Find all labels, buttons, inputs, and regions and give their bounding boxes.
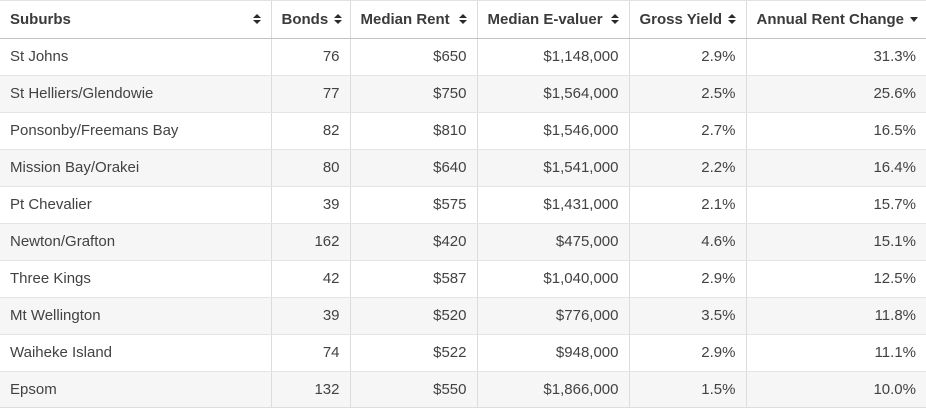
cell-gross-yield: 3.5% [628,297,746,335]
table-row: Ponsonby/Freemans Bay 82 $810 $1,546,000 2.7… [0,112,926,150]
table-row: Three Kings 42 $587 $1,040,000 2.9% 12.5% [0,260,926,298]
cell-median-e-valuer: $1,546,000 [476,112,629,150]
header-row: Suburbs Bonds Median Rent [0,1,926,39]
table-body: St Johns 76 $650 $1,148,000 2.9% 31.3% St Hell… [0,38,926,407]
cell-annual-rent-change: 11.8% [745,297,926,335]
cell-median-rent: $640 [349,149,477,187]
table-row: Pt Chevalier 39 $575 $1,431,000 2.1% 15.7% [0,186,926,224]
cell-median-rent: $522 [349,334,477,372]
column-header-label: Median E-valuer [487,10,603,28]
cell-median-rent: $420 [349,223,477,261]
column-header-label: Annual Rent Change [756,10,905,28]
cell-gross-yield: 2.9% [628,260,746,298]
cell-bonds: 80 [270,149,350,187]
table-row: Epsom 132 $550 $1,866,000 1.5% 10.0% [0,371,926,407]
cell-annual-rent-change: 12.5% [745,260,926,298]
cell-gross-yield: 2.2% [628,149,746,187]
column-header-label: Median Rent [360,10,450,28]
cell-gross-yield: 4.6% [628,223,746,261]
cell-suburbs: St Johns [0,38,271,76]
cell-bonds: 132 [270,371,350,407]
column-header-median-rent[interactable]: Median Rent [349,1,477,39]
cell-bonds: 77 [270,75,350,113]
cell-suburbs: Epsom [0,371,271,407]
cell-suburbs: Three Kings [0,260,271,298]
cell-annual-rent-change: 16.5% [745,112,926,150]
cell-bonds: 162 [270,223,350,261]
column-header-annual-rent-change[interactable]: Annual Rent Change [745,1,926,39]
column-header-gross-yield[interactable]: Gross Yield [628,1,746,39]
sort-toggle-icon[interactable] [728,14,737,25]
cell-annual-rent-change: 25.6% [745,75,926,113]
cell-median-rent: $575 [349,186,477,224]
cell-median-e-valuer: $1,541,000 [476,149,629,187]
cell-gross-yield: 1.5% [628,371,746,407]
cell-suburbs: Pt Chevalier [0,186,271,224]
cell-median-e-valuer: $1,148,000 [476,38,629,76]
column-header-median-e-valuer[interactable]: Median E-valuer [476,1,629,39]
cell-bonds: 42 [270,260,350,298]
cell-median-rent: $750 [349,75,477,113]
cell-bonds: 39 [270,297,350,335]
cell-median-e-valuer: $1,040,000 [476,260,629,298]
sort-toggle-icon[interactable] [458,14,467,25]
cell-suburbs: Waiheke Island [0,334,271,372]
table-row: Mission Bay/Orakei 80 $640 $1,541,000 2.2% 16… [0,149,926,187]
cell-bonds: 74 [270,334,350,372]
cell-median-e-valuer: $475,000 [476,223,629,261]
cell-bonds: 39 [270,186,350,224]
cell-median-e-valuer: $948,000 [476,334,629,372]
cell-suburbs: Newton/Grafton [0,223,271,261]
table-row: Waiheke Island 74 $522 $948,000 2.9% 11.1% [0,334,926,372]
cell-median-e-valuer: $1,431,000 [476,186,629,224]
sort-descending-icon[interactable] [910,16,919,22]
table-row: Newton/Grafton 162 $420 $475,000 4.6% 15.1% [0,223,926,261]
cell-annual-rent-change: 11.1% [745,334,926,372]
cell-gross-yield: 2.9% [628,38,746,76]
cell-annual-rent-change: 15.1% [745,223,926,261]
cell-median-rent: $550 [349,371,477,407]
cell-suburbs: Mt Wellington [0,297,271,335]
cell-median-e-valuer: $1,866,000 [476,371,629,407]
column-header-bonds[interactable]: Bonds [270,1,350,39]
cell-gross-yield: 2.9% [628,334,746,372]
cell-median-e-valuer: $776,000 [476,297,629,335]
cell-median-rent: $810 [349,112,477,150]
column-header-label: Suburbs [10,10,71,28]
cell-median-e-valuer: $1,564,000 [476,75,629,113]
cell-gross-yield: 2.7% [628,112,746,150]
sort-toggle-icon[interactable] [334,14,343,25]
sort-toggle-icon[interactable] [610,14,619,25]
cell-annual-rent-change: 15.7% [745,186,926,224]
column-header-suburbs[interactable]: Suburbs [0,1,271,39]
cell-annual-rent-change: 10.0% [745,371,926,407]
cell-annual-rent-change: 31.3% [745,38,926,76]
table-row: St Johns 76 $650 $1,148,000 2.9% 31.3% [0,38,926,76]
cell-median-rent: $587 [349,260,477,298]
cell-bonds: 76 [270,38,350,76]
cell-suburbs: St Helliers/Glendowie [0,75,271,113]
cell-median-rent: $520 [349,297,477,335]
cell-suburbs: Ponsonby/Freemans Bay [0,112,271,150]
column-header-label: Gross Yield [639,10,723,28]
sort-toggle-icon[interactable] [252,14,261,25]
cell-suburbs: Mission Bay/Orakei [0,149,271,187]
cell-median-rent: $650 [349,38,477,76]
table-row: St Helliers/Glendowie 77 $750 $1,564,000 2.5… [0,75,926,113]
column-header-label: Bonds [281,10,329,28]
table-row: Mt Wellington 39 $520 $776,000 3.5% 11.8% [0,297,926,335]
cell-bonds: 82 [270,112,350,150]
cell-annual-rent-change: 16.4% [745,149,926,187]
cell-gross-yield: 2.5% [628,75,746,113]
cell-gross-yield: 2.1% [628,186,746,224]
